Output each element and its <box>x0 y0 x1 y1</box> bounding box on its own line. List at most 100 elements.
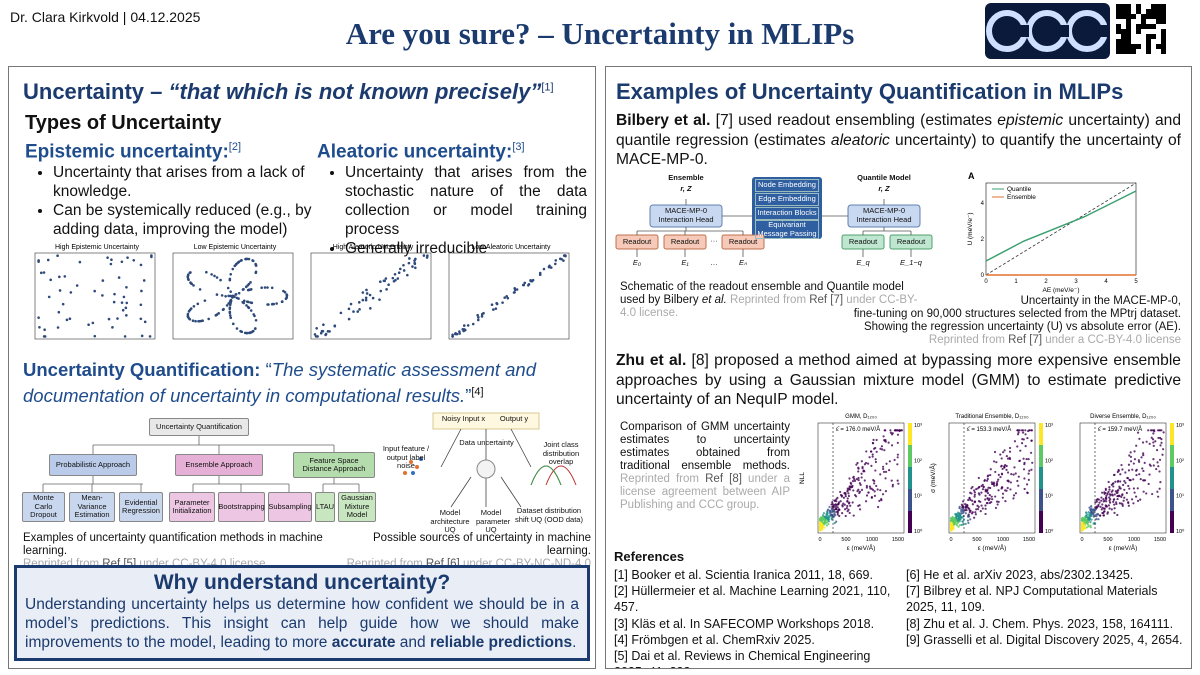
density-dot <box>889 431 893 434</box>
density-dot <box>1116 513 1119 517</box>
density-dot <box>994 470 997 474</box>
colorbar <box>1170 511 1174 533</box>
density-dot <box>1142 479 1145 482</box>
density-dot <box>1088 506 1091 509</box>
density-dot <box>1135 468 1138 471</box>
density-dot <box>1106 511 1109 514</box>
scatter-dot <box>210 273 213 276</box>
scatter-dot <box>480 315 484 318</box>
density-dot <box>964 505 967 508</box>
uncertainty-plot: A Quantile Ensemble 0 1 2 3 4 5 0 2 4 AE (meV/e… <box>967 171 1138 294</box>
schematic-label: E_1−q <box>900 258 922 267</box>
density-dot <box>997 500 1000 503</box>
density-dot <box>830 518 833 521</box>
density-dot <box>884 490 888 493</box>
scatter-dot <box>263 286 267 289</box>
density-dot <box>896 441 899 444</box>
density-dot <box>969 498 972 501</box>
density-dot <box>843 492 846 495</box>
qr-cell <box>1146 39 1151 44</box>
density-dot <box>874 469 877 472</box>
density-dot <box>957 525 960 528</box>
density-dot <box>1101 511 1104 515</box>
scatter-dot <box>225 304 229 307</box>
uq-tree: Uncertainty Quantification Probabilistic… <box>21 412 377 530</box>
qr-cell <box>1151 9 1156 14</box>
density-dot <box>973 493 976 496</box>
qr-cell <box>1121 9 1126 14</box>
density-dot <box>1085 522 1088 525</box>
text: [7] used readout ensembling (estimates <box>710 112 998 129</box>
text: and <box>395 634 430 651</box>
density-dot <box>1016 433 1020 436</box>
scatter-dot <box>122 295 126 299</box>
density-dot <box>848 477 851 480</box>
density-dot <box>1089 508 1092 512</box>
density-dot <box>1097 498 1101 501</box>
density-dot <box>848 501 851 504</box>
density-dot <box>984 490 987 493</box>
scatter-dot <box>254 262 257 266</box>
gmm-plots: GMM, D₁₂₀₀ ε̄ = 176.0 meV/Å NLL 0 500 1000 150… <box>799 414 1185 552</box>
scatter-dot <box>249 309 253 312</box>
density-dot <box>891 483 894 486</box>
density-dot <box>850 485 854 489</box>
scatter-dot <box>234 292 238 296</box>
scatter-dot <box>315 326 318 330</box>
qr-cell <box>1126 49 1131 54</box>
density-dot <box>1094 508 1097 512</box>
scatter-dot <box>538 273 542 277</box>
qr-cell <box>1126 14 1131 19</box>
qr-cell <box>1161 39 1166 44</box>
density-dot <box>977 499 981 503</box>
density-dot <box>1116 489 1119 492</box>
why-title: Why understand uncertainty? <box>153 571 451 594</box>
density-dot <box>967 513 970 516</box>
density-dot <box>834 503 837 506</box>
sources-figure: Noisy Input x Output y Input feature / o… <box>381 407 591 534</box>
density-dot <box>1107 480 1110 484</box>
scatter-dot <box>244 257 247 261</box>
density-dot <box>1005 468 1008 471</box>
density-dot <box>1012 497 1015 500</box>
schematic-label: Interaction Blocks <box>755 207 819 220</box>
density-dot <box>1112 485 1115 488</box>
license-text: under a license agreement between AIP Pu… <box>620 473 790 511</box>
scatter-dot <box>549 266 553 269</box>
density-dot <box>1003 466 1006 469</box>
density-dot <box>1024 429 1027 432</box>
density-dot <box>1158 487 1161 490</box>
density-dot <box>885 462 888 465</box>
schematic-label: Readout <box>848 237 878 246</box>
density-dot <box>836 513 839 516</box>
scatter-dot <box>37 316 40 319</box>
bullet: Can be systemically reduced (e.g., by ad… <box>53 201 315 239</box>
schematic-label: Readout <box>670 237 700 246</box>
density-dot <box>1017 431 1020 434</box>
density-dot <box>1108 496 1111 499</box>
density-dot <box>1108 501 1112 504</box>
scatter-dot <box>451 335 454 338</box>
scatter-dot <box>125 301 129 305</box>
density-dot <box>857 467 860 470</box>
density-dot <box>1102 514 1106 517</box>
density-dot <box>1120 463 1123 467</box>
qr-cell <box>1121 29 1126 34</box>
scatter-dot <box>63 275 67 278</box>
scatter-dot <box>242 287 245 291</box>
density-dot <box>1127 463 1131 466</box>
figure-label: Dataset distribution shift UQ (OOD data) <box>515 506 583 524</box>
density-dot <box>1092 512 1095 515</box>
scatter-dot <box>369 307 372 310</box>
density-dot <box>824 515 827 518</box>
scatter-dot <box>58 275 61 279</box>
density-dot <box>984 504 987 507</box>
density-dot <box>873 482 876 485</box>
qr-cell <box>1126 29 1131 34</box>
density-dot <box>950 517 954 520</box>
density-dot <box>1124 481 1127 484</box>
text: [8] proposed a method aimed at bypassing… <box>616 352 1181 408</box>
density-dot <box>971 499 974 502</box>
text: Understanding uncertainty helps us deter… <box>25 596 579 651</box>
density-dot <box>1095 513 1098 516</box>
